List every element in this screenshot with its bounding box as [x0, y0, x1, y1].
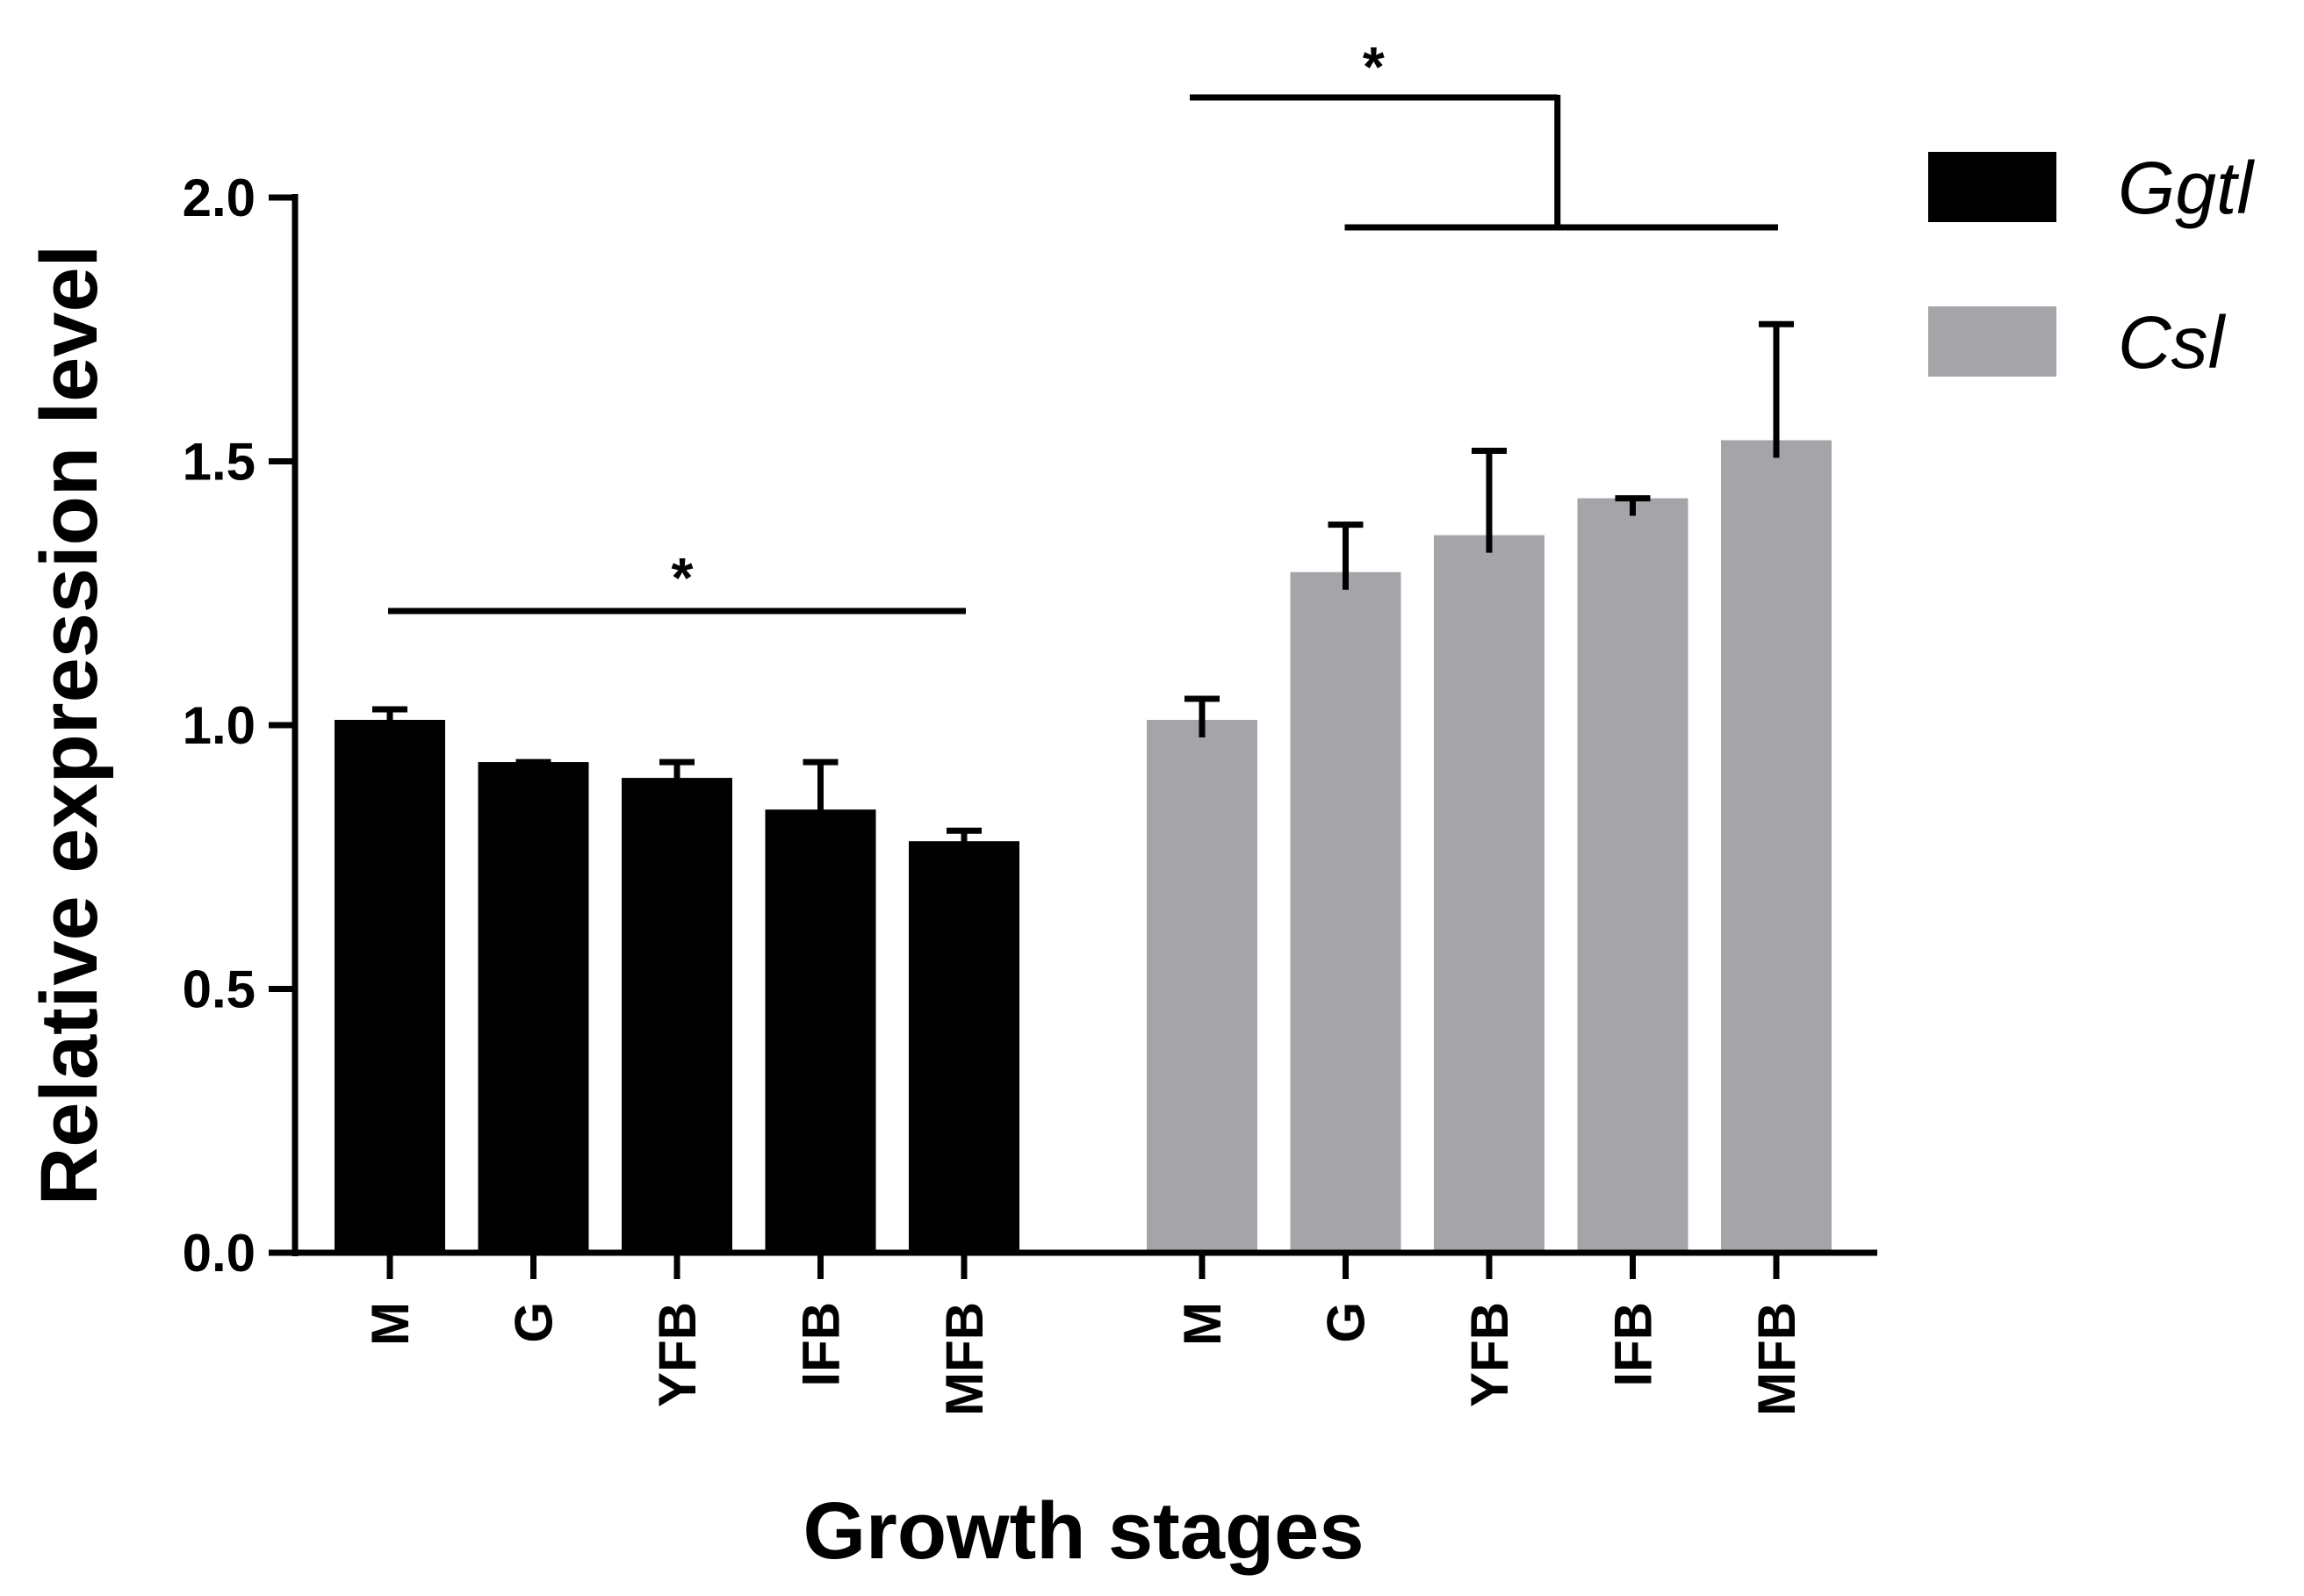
y-tick-label: 0.5 [183, 960, 256, 1019]
x-tick-label: M [1173, 1302, 1232, 1346]
bar-csl-m [1147, 719, 1257, 1253]
bar-csl-yfb [1434, 535, 1544, 1253]
y-tick-label: 0.0 [183, 1224, 256, 1283]
x-tick-label: IFB [792, 1302, 851, 1387]
y-tick-label: 2.0 [183, 169, 256, 227]
bar-ggtl-yfb [622, 778, 732, 1253]
x-axis-title: Growth stages [803, 1486, 1364, 1576]
legend-swatch-csl [1928, 306, 2056, 377]
bar-ggtl-g [478, 762, 589, 1253]
significance-star-ggtl: * [672, 546, 694, 609]
x-tick-label: G [1317, 1302, 1376, 1343]
x-tick-label: G [505, 1302, 564, 1343]
bar-ggtl-m [335, 719, 445, 1253]
y-tick-label: 1.0 [183, 696, 256, 755]
significance-star-csl: * [1363, 35, 1385, 98]
bar-csl-mfb [1721, 440, 1832, 1254]
y-axis-title: Relative expression level [25, 245, 114, 1205]
y-tick-label: 1.5 [183, 433, 256, 492]
bar-ggtl-mfb [909, 841, 1019, 1253]
legend-swatch-ggtl [1928, 152, 2056, 222]
bar-ggtl-ifb [765, 809, 876, 1253]
bar-csl-ifb [1577, 498, 1688, 1253]
x-tick-label: YFB [648, 1302, 707, 1407]
legend-label-ggtl: Ggtl [2118, 147, 2255, 229]
bar-csl-g [1290, 572, 1401, 1253]
x-tick-label: MFB [935, 1302, 994, 1416]
x-tick-label: MFB [1747, 1302, 1806, 1416]
x-tick-label: YFB [1460, 1302, 1519, 1407]
x-tick-label: M [361, 1302, 420, 1346]
legend-label-csl: Csl [2118, 301, 2227, 384]
x-tick-label: IFB [1604, 1302, 1663, 1387]
